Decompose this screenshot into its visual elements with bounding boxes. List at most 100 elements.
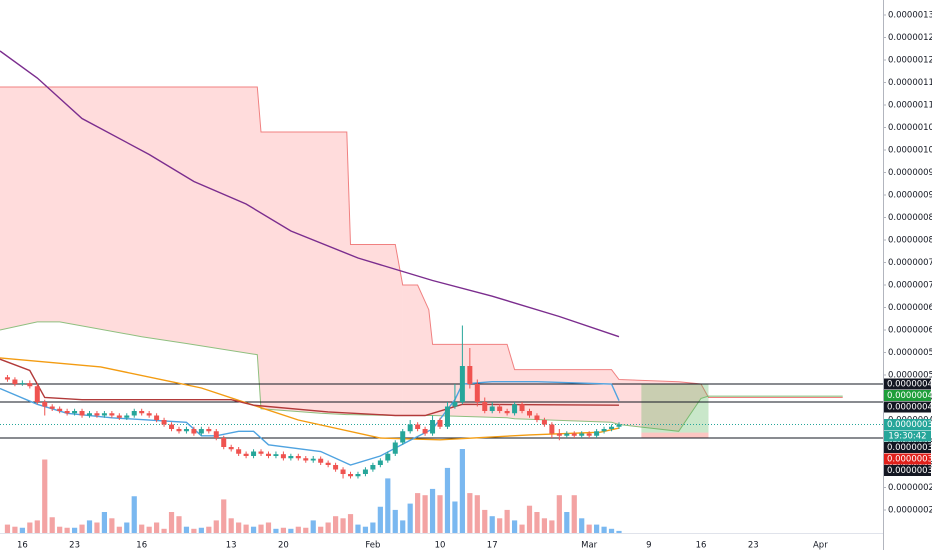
cloud-fill xyxy=(257,86,262,409)
volume-bar xyxy=(258,524,264,533)
candle-body xyxy=(176,429,182,432)
candle-body xyxy=(12,379,18,384)
candle-body xyxy=(19,383,25,385)
candle-body xyxy=(407,424,413,432)
volume-bar xyxy=(34,520,40,533)
y-tick-label: 0.00000125 xyxy=(888,33,932,43)
x-tick-label: Feb xyxy=(365,541,380,550)
candle-body xyxy=(512,404,518,414)
volume-bar xyxy=(116,526,122,533)
candle-body xyxy=(519,404,525,412)
candle-body xyxy=(310,458,316,461)
volume-bar xyxy=(467,493,473,533)
candle-body xyxy=(4,377,10,380)
volume-bar xyxy=(437,495,443,533)
volume-bar xyxy=(594,524,600,533)
candle-body xyxy=(79,411,85,416)
volume-bar xyxy=(482,509,488,533)
candle-body xyxy=(169,424,175,430)
candle-body xyxy=(392,442,398,454)
candle-body xyxy=(303,458,309,461)
candle-body xyxy=(139,411,145,414)
volume-bar xyxy=(57,526,63,533)
candle-body xyxy=(601,429,607,432)
candle-body xyxy=(101,413,107,416)
candle-body xyxy=(489,406,495,412)
volume-bar xyxy=(310,520,316,533)
candle-body xyxy=(541,420,547,425)
candle-body xyxy=(362,469,368,475)
volume-bar xyxy=(325,522,331,533)
volume-bar xyxy=(511,520,518,533)
volume-bar xyxy=(124,522,130,533)
candle-body xyxy=(616,424,622,427)
volume-bar xyxy=(228,518,234,533)
volume-bar xyxy=(288,528,294,533)
volume-bar xyxy=(154,522,160,533)
volume-bar xyxy=(392,509,398,533)
candle-body xyxy=(504,411,510,414)
candle-body xyxy=(206,429,212,432)
volume-bar xyxy=(71,527,78,533)
volume-bar xyxy=(459,449,465,533)
volume-bar xyxy=(362,526,369,533)
volume-bar xyxy=(564,512,570,533)
cloud-fill xyxy=(402,284,418,416)
price-tag xyxy=(884,465,931,477)
candle-body xyxy=(34,386,40,403)
x-tick-label: 17 xyxy=(487,541,498,550)
volume-bar xyxy=(139,524,145,533)
volume-bar xyxy=(303,527,309,533)
price-tag-label: 0.00000036 xyxy=(887,466,932,476)
x-tick-label: 16 xyxy=(136,541,147,550)
volume-bar xyxy=(318,526,324,533)
cloud-fill xyxy=(59,86,142,337)
candle-body xyxy=(228,447,234,450)
volume-bar xyxy=(109,518,115,533)
candle-body xyxy=(586,433,592,436)
x-tick-label: 20 xyxy=(278,541,289,550)
x-tick-label: Apr xyxy=(813,541,828,550)
candle-body xyxy=(594,431,600,436)
candle-body xyxy=(221,438,227,448)
cloud-fill xyxy=(141,86,187,344)
volume-bar xyxy=(250,526,257,533)
candle-body xyxy=(109,413,115,416)
volume-bar xyxy=(347,514,354,533)
price-tag-label: 0.00000048 xyxy=(887,379,932,389)
candle-body xyxy=(556,433,562,436)
volume-bar xyxy=(571,495,577,533)
volume-bar xyxy=(19,527,25,533)
indicator-line xyxy=(0,381,620,466)
volume-bar xyxy=(444,467,451,533)
cloud-fill xyxy=(611,369,619,425)
indicator-line xyxy=(0,358,620,417)
cloud-fill xyxy=(395,244,403,416)
volume-bar xyxy=(377,506,383,533)
candle-body xyxy=(64,411,70,414)
volume-bar xyxy=(131,496,137,533)
countdown-label: 19:30:42 xyxy=(888,432,926,442)
volume-bar xyxy=(579,518,585,533)
price-tag-label: 0.00000048 xyxy=(887,391,932,401)
candle-body xyxy=(444,406,450,427)
volume-bar xyxy=(86,520,93,533)
candle-body xyxy=(325,462,331,466)
price-tag xyxy=(884,378,931,390)
volume-bar xyxy=(474,495,480,533)
y-tick-label: 0.00000075 xyxy=(888,258,932,268)
x-tick-label: 10 xyxy=(435,541,446,550)
candle-body xyxy=(534,415,540,421)
volume-bar xyxy=(504,509,510,533)
volume-bar xyxy=(355,524,361,533)
price-tag-label: 0.00000044 xyxy=(887,402,932,412)
volume-bar xyxy=(295,526,301,533)
candle-body xyxy=(265,453,271,457)
candle-body xyxy=(161,420,167,425)
candle-body xyxy=(94,413,100,416)
volume-bar xyxy=(452,501,458,533)
x-tick-label: 9 xyxy=(646,541,651,550)
candle-body xyxy=(318,458,324,463)
